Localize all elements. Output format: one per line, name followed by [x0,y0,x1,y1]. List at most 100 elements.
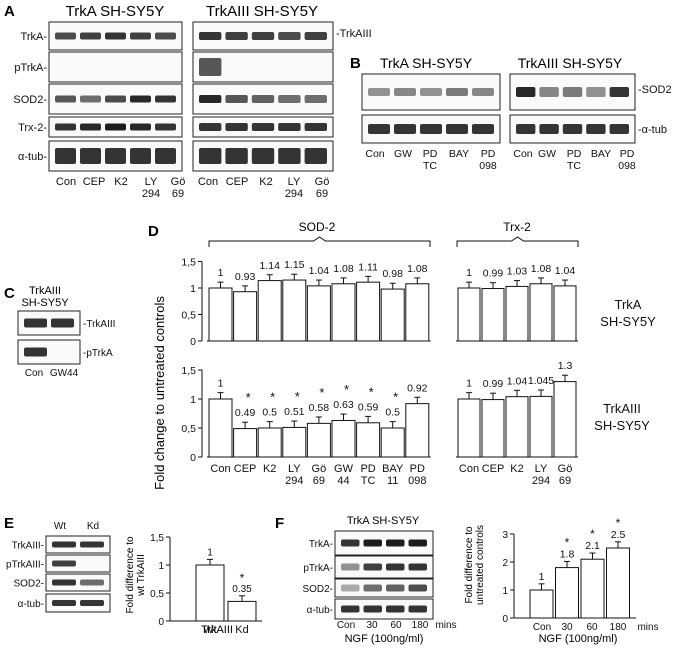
panel-a-left-lane: Gö [171,176,186,188]
panel-f-blot-title: TrkA SH-SY5Y [347,515,420,527]
panel-e-bar [227,600,257,622]
panel-a-right-lane: 69 [316,188,328,200]
panel-f-x-label: mins [637,622,658,633]
panel-a-left-blot-band [80,148,101,164]
panel-e-y-tick-label: 0,5 [150,589,164,600]
panel-f-data-label: 2.1 [585,540,600,552]
panel-f-blot-band [408,605,427,613]
panel-d-row-label-top: SH-SY5Y [600,314,656,329]
panel-d-data-label: 1.08 [333,263,354,275]
panel-a-row-label: Trx-2- [18,122,47,134]
panel-d-x-label: Con [210,463,230,475]
panel-a-left-blot [48,51,183,83]
panel-d-x-label: 294 [532,475,550,487]
panel-a-right-blot [192,51,334,83]
panel-d-y-tick-label: 0,5 [181,423,196,435]
panel-b-right-blot-band [562,124,583,134]
panel-d-x-label: K2 [263,463,276,475]
panel-b-right-blot-band [586,124,606,134]
panel-f-xlabel: NGF (100ng/ml) [345,633,424,645]
panel-d-x-label: K2 [510,463,523,475]
panel-b-right-blot-band [609,124,629,134]
panel-d-significance: * [369,384,374,399]
panel-b-right-title: TrkAIII SH-SY5Y [518,55,623,71]
panel-a-left-blot-band [155,148,176,164]
panel-a-right-blot-band [199,148,222,164]
panel-c-lane: GW44 [50,368,79,379]
panel-d-bar [457,398,481,458]
panel-d-bar [257,427,282,458]
panel-b-right-lane: GW [538,148,556,160]
panel-a-right-lane: Gö [315,176,330,188]
panel-d-bar [282,279,307,342]
panel-d-bar [529,283,553,342]
panel-d-data-label: 1.045 [528,375,554,387]
panel-a-left-blot-band [55,95,76,103]
panel-a-left-lane: K2 [114,176,127,188]
panel-f-data-label: 2.5 [611,529,626,541]
panel-e-lane: Kd [87,521,99,532]
panel-d-bracket-sod2-line [208,236,431,247]
panel-d-data-label: 1.11 [358,261,378,273]
panel-d-bar [481,288,505,342]
panel-d-row-label-bottom: SH-SY5Y [594,418,650,433]
panel-d-bar [331,419,356,458]
panel-d-y-tick-label: 0,5 [181,310,196,322]
panel-d-x-label: GW [334,463,354,475]
panel-f-blot-band [341,563,360,571]
panel-d-data-label: 0.51 [284,406,305,418]
panel-a-right-blot-band [251,32,275,40]
panel-a-left-lane: LY [145,176,158,188]
panel-e-blot-band [80,600,104,606]
panel-d-bar [356,422,381,458]
panel-e-blot-band [52,600,76,606]
panel-d-bracket-trx2: Trx-2 [503,220,531,234]
panel-a-left-blot-band [80,95,101,103]
panel-a-right-blot-band [225,32,248,40]
panel-a-left-blot-band [55,32,76,40]
panel-a-right-blot-band [278,148,301,164]
panel-e-blot [45,573,111,592]
panel-d-x-label: PD [410,463,425,475]
panel-e-row-label: TrkAIII- [12,541,44,552]
panel-f-bar [529,589,554,619]
panel-d-data-label: 1.08 [407,263,428,275]
panel-f-blot-band [363,605,382,613]
panel-e-ylabel-2: wt TrkAIII [136,554,147,597]
panel-b-right-blot-band [516,124,536,134]
panel-f-y-tick-label: 2 [502,558,508,569]
panel-a-row-label: TrkA- [21,31,48,43]
panel-a-left-blot-band [130,32,151,40]
panel-d-bar [457,287,481,342]
panel-a-left-blot-band [55,123,76,131]
panel-a-right-blot-band [199,95,222,103]
panel-b-right-blot-band [609,87,629,97]
panel-f-blot [334,598,434,620]
panel-b-left-lane: PD [481,148,496,160]
panel-a-left-lane: Con [56,176,76,188]
panel-f-significance: * [590,527,595,541]
panel-d-data-label: 0.49 [235,407,256,419]
panel-d-x-label: Con [459,463,479,475]
panel-d-data-label: 1 [466,378,472,390]
panel-c-blot-bottom-band [24,347,47,357]
panel-b-right-lane: Con [513,148,532,160]
panel-a-left-blot-band [130,123,151,131]
panel-d-y-tick-label: 1 [190,394,196,406]
panel-a-left-blot-band [130,148,151,164]
panel-f-lane: 180 [412,620,429,631]
panel-c-marker: -pTrkA [83,348,113,359]
panel-d-y-tick-label: 0 [190,336,196,348]
panel-a-right-blot-band [199,58,222,76]
panel-a-row-label: α-tub- [18,151,47,163]
panel-d-bar [306,285,331,342]
panel-a-right-blot-band [251,123,275,131]
panel-b-right-lane: TC [567,160,581,172]
panel-f-y-tick-label: 3 [502,530,508,541]
panel-f-significance: * [565,535,570,549]
panel-e-letter: E [4,515,14,532]
panel-b-right-lane: BAY [591,148,611,160]
panel-d-data-label: 1.03 [507,266,528,278]
panel-e-y-tick-label: 1,5 [150,533,164,544]
panel-d-bar [505,285,529,342]
